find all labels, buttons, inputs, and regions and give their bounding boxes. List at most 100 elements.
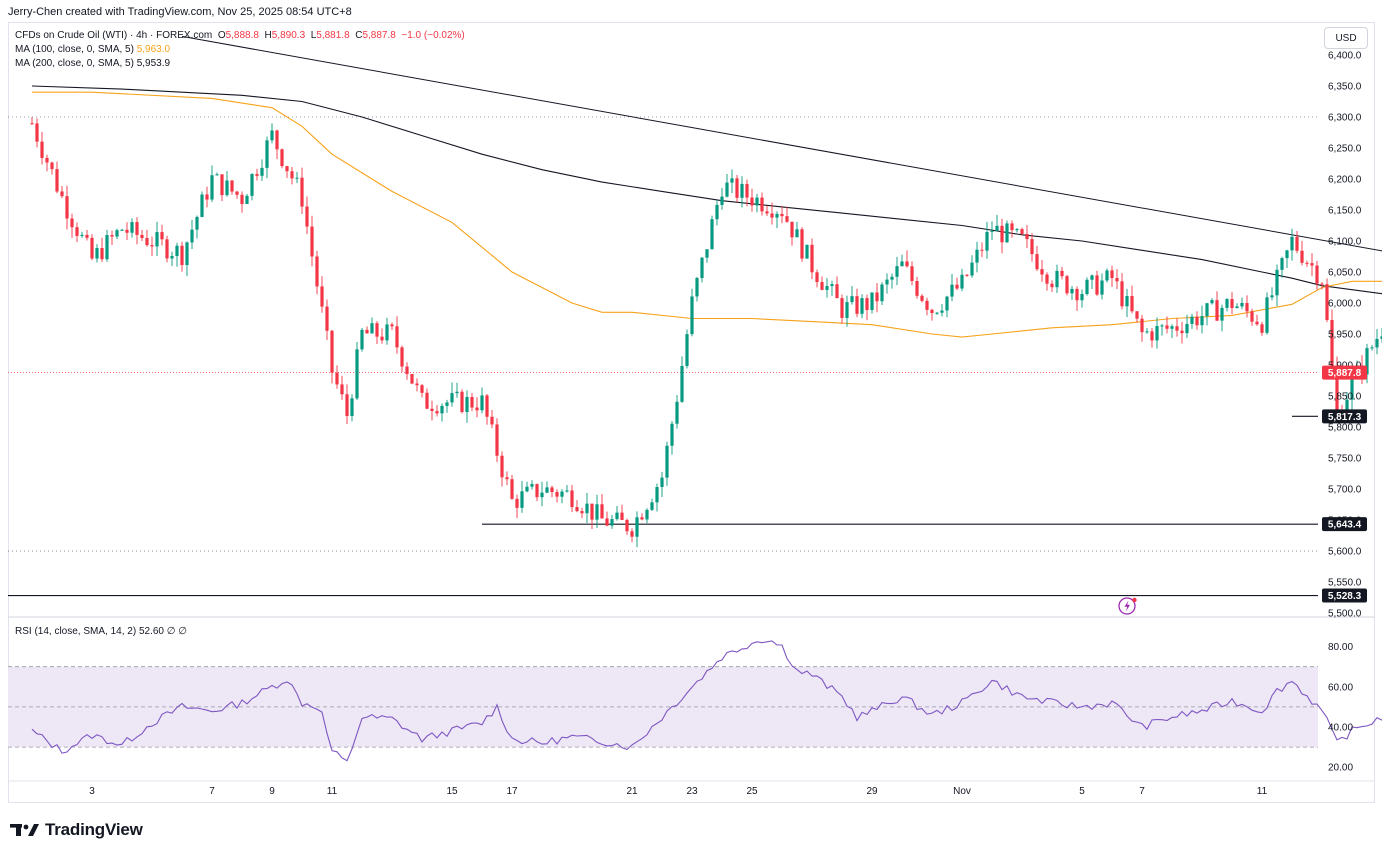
candle	[275, 129, 279, 160]
candle	[650, 498, 654, 512]
candle	[1080, 289, 1084, 308]
candle-body	[505, 477, 509, 480]
candle	[335, 365, 339, 389]
candle-body	[650, 502, 654, 510]
candle-body	[245, 195, 249, 204]
candle	[295, 171, 299, 184]
ma200-legend[interactable]: MA (200, close, 0, SMA, 5) 5,953.9	[15, 58, 170, 69]
candle-body	[440, 405, 444, 414]
candle	[30, 116, 34, 125]
candle-body	[925, 300, 929, 310]
tradingview-brand[interactable]: TradingView	[10, 820, 143, 840]
candle	[570, 485, 574, 513]
candle	[455, 382, 459, 398]
candle	[350, 394, 354, 422]
candle	[1185, 314, 1189, 338]
symbol-legend[interactable]: CFDs on Crude Oil (WTI) · 4h · FOREX.com…	[15, 30, 465, 41]
candle	[955, 277, 959, 291]
candle-body	[415, 383, 419, 386]
candle-body	[560, 491, 564, 497]
candle-body	[1215, 300, 1219, 321]
close-value: 5,887.8	[362, 30, 396, 41]
candle-body	[1370, 347, 1374, 349]
candle	[520, 481, 524, 513]
candle-body	[820, 282, 824, 290]
candle	[100, 237, 104, 262]
candle-body	[770, 213, 774, 218]
candle	[910, 261, 914, 286]
candle	[1370, 344, 1374, 351]
candle	[1085, 277, 1089, 296]
candle	[1325, 278, 1329, 323]
candle-body	[1145, 331, 1149, 333]
candle-body	[690, 296, 694, 335]
candle	[1235, 303, 1239, 309]
candle	[485, 393, 489, 425]
symbol-name[interactable]: CFDs on Crude Oil (WTI) · 4h · FOREX.com	[15, 30, 213, 41]
candle-body	[445, 402, 449, 406]
candle	[1065, 274, 1069, 296]
candle	[1240, 297, 1244, 310]
candle	[190, 219, 194, 249]
candle-body	[525, 486, 529, 492]
candle-body	[575, 507, 579, 512]
candle-body	[85, 234, 89, 238]
candle	[155, 221, 159, 257]
candle-body	[75, 227, 79, 236]
grid	[8, 116, 1375, 782]
rsi-tick-label: 40.00	[1328, 723, 1353, 734]
rsi-extra: ∅ ∅	[166, 626, 187, 637]
candle	[600, 494, 604, 519]
candle-body	[1000, 225, 1004, 243]
candle	[200, 191, 204, 218]
candle	[50, 161, 54, 175]
price-tick-label: 6,350.0	[1328, 82, 1362, 93]
candle-body	[1030, 239, 1034, 255]
candle-body	[850, 296, 854, 303]
candle-body	[510, 479, 514, 499]
candle-body	[165, 239, 169, 259]
candle	[1225, 298, 1229, 312]
candle-body	[805, 244, 809, 259]
candle	[1150, 328, 1154, 348]
candle-body	[1260, 324, 1264, 333]
candle-body	[320, 286, 324, 307]
lightning-alert-icon[interactable]	[1118, 597, 1137, 615]
candle-body	[1270, 295, 1274, 298]
candle	[780, 205, 784, 224]
candle	[1300, 241, 1304, 266]
ma100-legend[interactable]: MA (100, close, 0, SMA, 5) 5,963.0	[15, 44, 170, 55]
candle	[300, 167, 304, 214]
candle	[415, 378, 419, 392]
currency-button[interactable]: USD	[1324, 27, 1368, 49]
candle	[885, 273, 889, 294]
candle-body	[1125, 296, 1129, 307]
candle	[235, 190, 239, 199]
candle	[710, 215, 714, 250]
candle-body	[390, 324, 394, 327]
candle	[265, 136, 269, 179]
rsi-legend[interactable]: RSI (14, close, SMA, 14, 2) 52.60 ∅ ∅	[15, 626, 187, 637]
candle-body	[410, 374, 414, 384]
candle-body	[405, 366, 409, 375]
candle	[180, 241, 184, 272]
time-tick-label: 11	[327, 786, 338, 797]
candle	[790, 221, 794, 246]
candle-body	[1105, 270, 1109, 281]
candle	[940, 303, 944, 317]
candle-body	[590, 503, 594, 520]
candle-body	[730, 178, 734, 183]
candle	[400, 345, 404, 372]
candle-body	[325, 306, 329, 331]
candle	[760, 192, 764, 216]
candle-body	[80, 234, 84, 236]
candle	[510, 474, 514, 500]
candle-body	[1280, 258, 1284, 270]
candle	[605, 511, 609, 527]
level-label-box	[1322, 517, 1367, 532]
candles	[30, 116, 1382, 548]
time-tick-label: 23	[686, 786, 698, 797]
candle	[645, 508, 649, 524]
candle-body	[825, 286, 829, 290]
